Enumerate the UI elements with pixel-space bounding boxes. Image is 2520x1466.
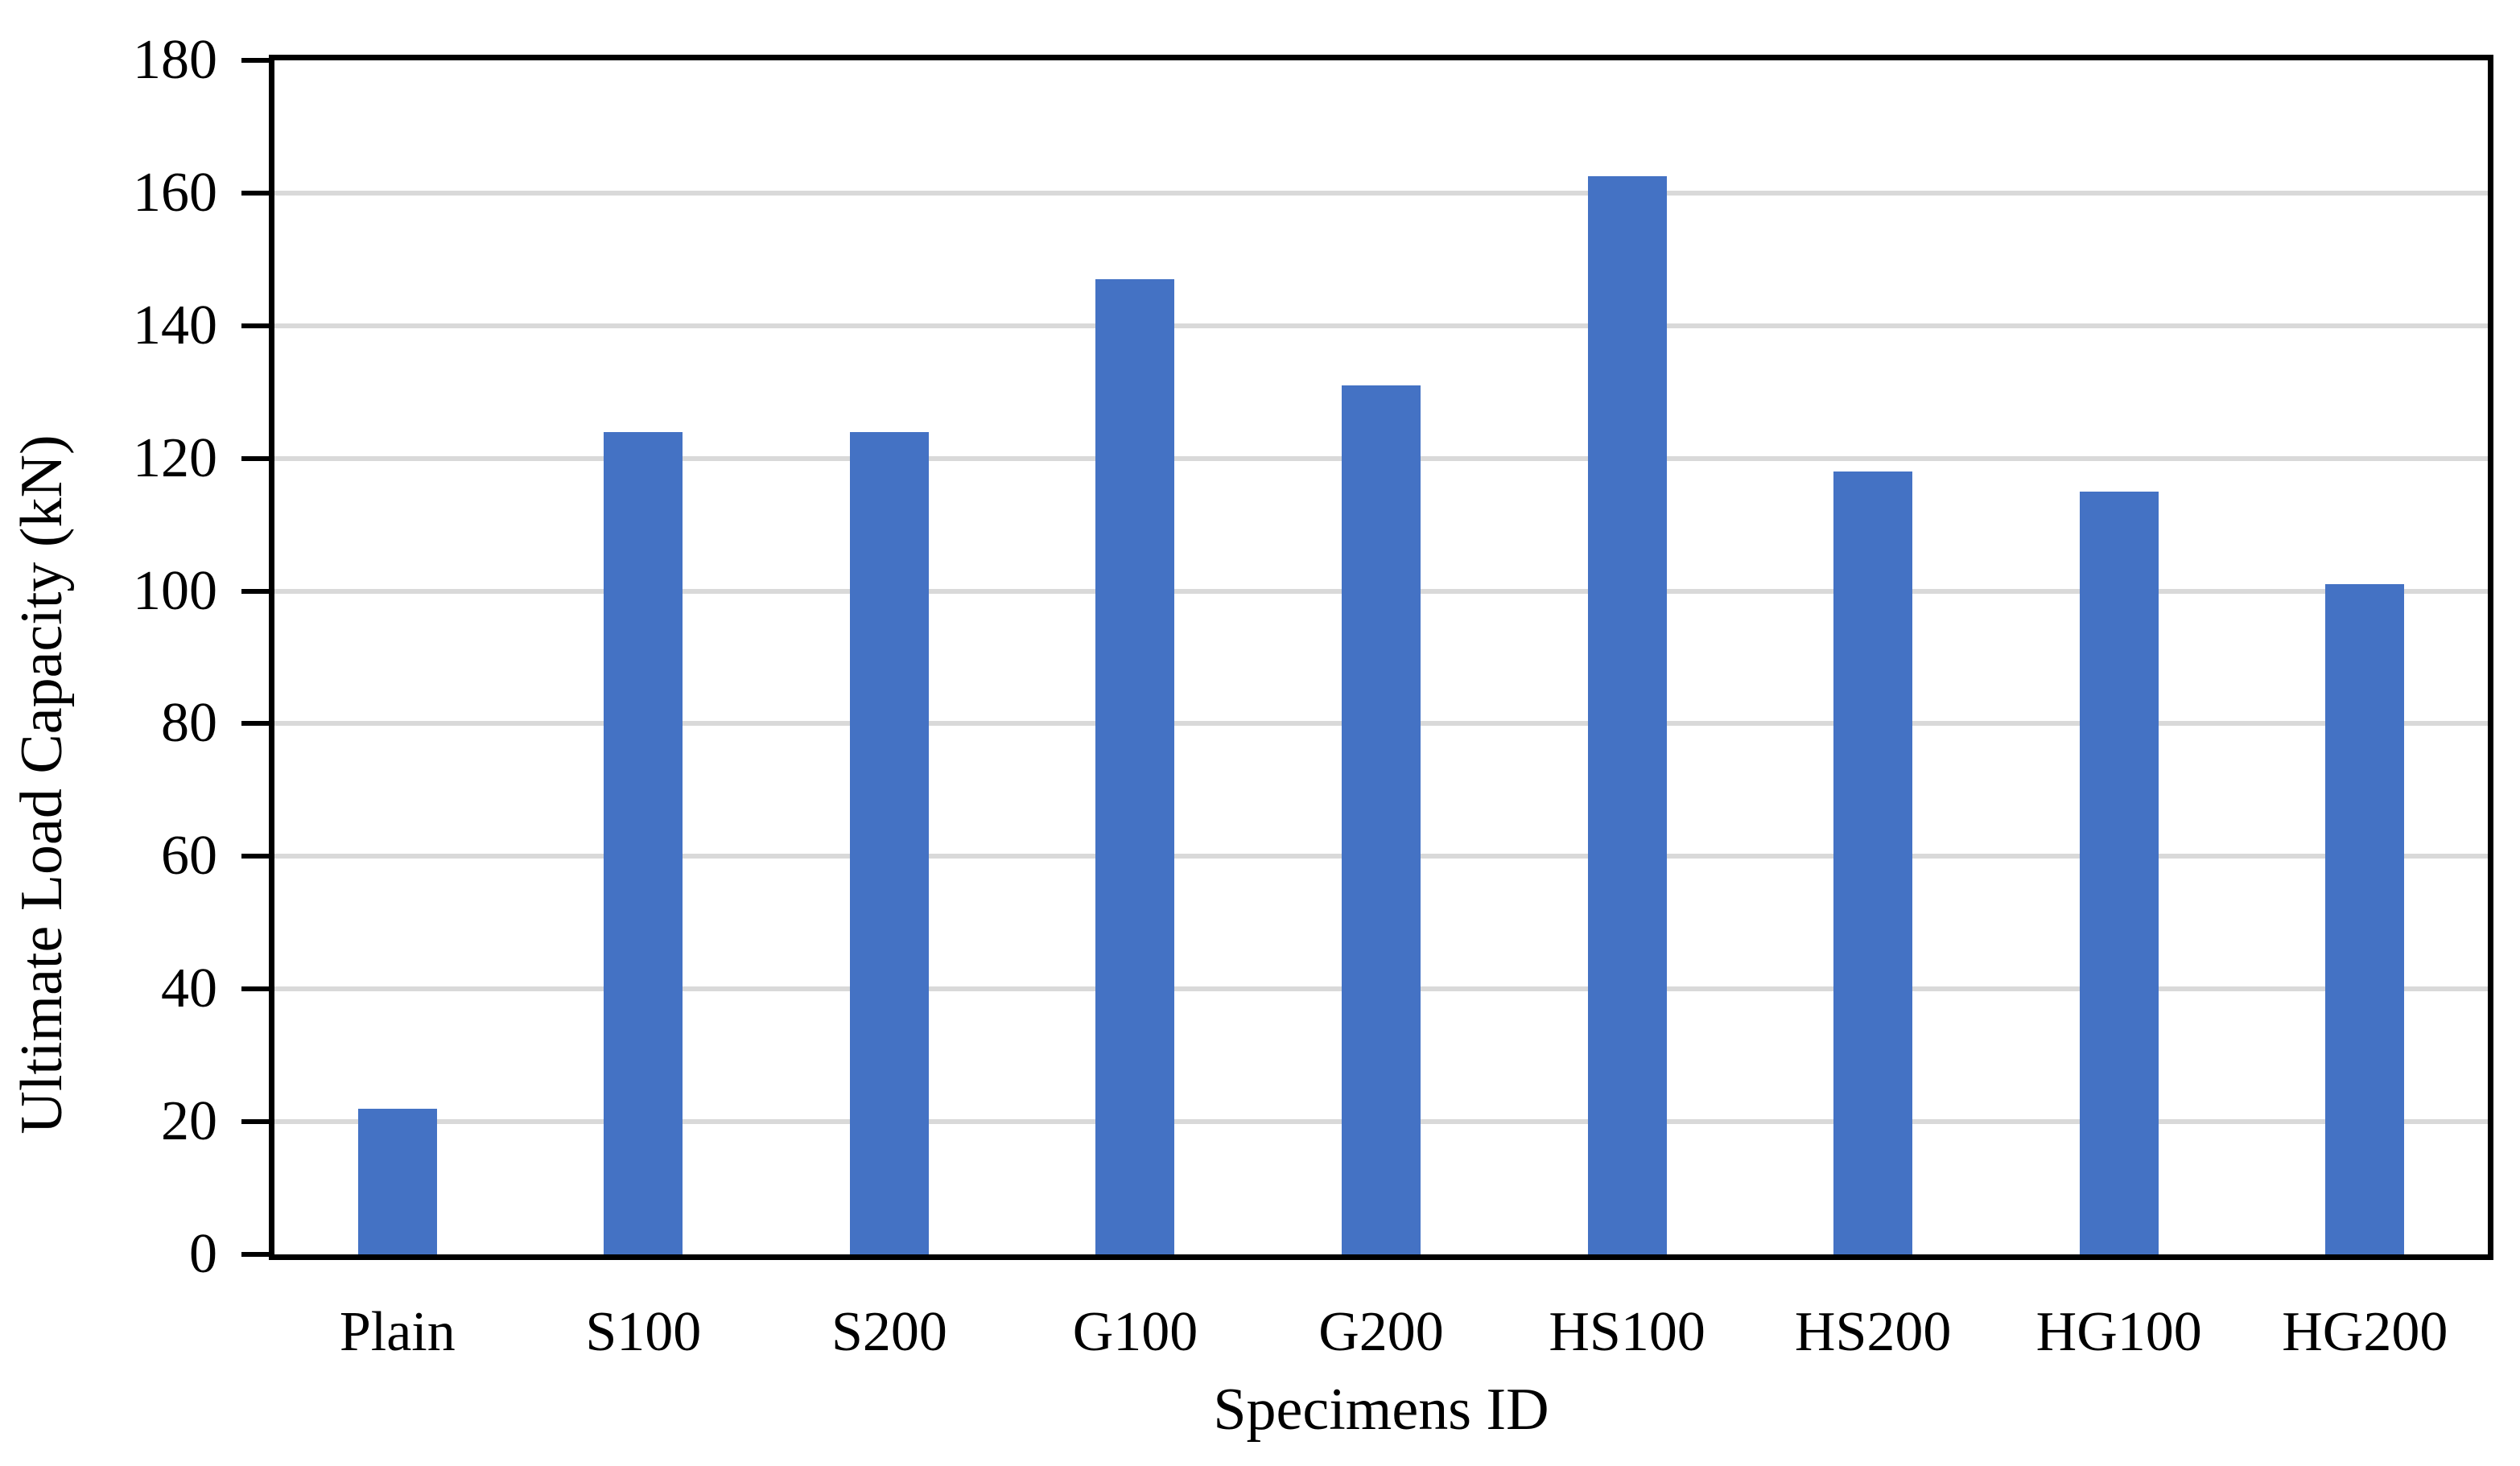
y-tick-0 bbox=[241, 1252, 269, 1257]
bar-HS100 bbox=[1587, 176, 1667, 1254]
bar-G200 bbox=[1342, 385, 1421, 1254]
x-category-label-HG100: HG100 bbox=[2035, 1301, 2202, 1363]
x-category-label-HS200: HS200 bbox=[1794, 1301, 1952, 1363]
y-tick-label-20: 20 bbox=[161, 1090, 217, 1153]
y-tick-label-180: 180 bbox=[133, 29, 217, 91]
y-tick-label-0: 0 bbox=[189, 1223, 217, 1285]
y-tick-label-120: 120 bbox=[133, 426, 217, 489]
bar-S200 bbox=[849, 431, 929, 1254]
y-tick-60 bbox=[241, 854, 269, 859]
y-tick-120 bbox=[241, 455, 269, 461]
y-tick-80 bbox=[241, 721, 269, 727]
x-category-label-Plain: Plain bbox=[339, 1301, 456, 1363]
bar-HS200 bbox=[1833, 472, 1913, 1254]
bar-S100 bbox=[604, 431, 683, 1254]
bar-Plain bbox=[357, 1108, 437, 1254]
bar-HG100 bbox=[2079, 491, 2159, 1254]
plot-area bbox=[269, 55, 2493, 1260]
gridline-160 bbox=[274, 190, 2488, 196]
x-category-label-S100: S100 bbox=[585, 1301, 702, 1363]
y-tick-40 bbox=[241, 986, 269, 992]
y-axis-title: Ultimate Load Capacity (kN) bbox=[9, 434, 75, 1135]
x-category-labels: Plain S100 S200 G100 G200 HS100 HS200 HG100 HG20… bbox=[274, 1302, 2488, 1363]
bar-HG200 bbox=[2325, 584, 2405, 1254]
y-tick-160 bbox=[241, 190, 269, 196]
y-tick-label-40: 40 bbox=[161, 957, 217, 1020]
x-category-label-G200: G200 bbox=[1318, 1301, 1444, 1363]
x-category-label-G100: G100 bbox=[1072, 1301, 1198, 1363]
x-category-label-HS100: HS100 bbox=[1549, 1301, 1705, 1363]
y-tick-label-160: 160 bbox=[133, 161, 217, 224]
bar-G100 bbox=[1095, 279, 1175, 1254]
y-tick-label-100: 100 bbox=[133, 559, 217, 622]
gridline-140 bbox=[274, 323, 2488, 328]
x-category-label-HG200: HG200 bbox=[2282, 1301, 2448, 1363]
y-tick-140 bbox=[241, 323, 269, 328]
x-category-label-S200: S200 bbox=[831, 1301, 947, 1363]
x-axis-title: Specimens ID bbox=[1213, 1377, 1549, 1443]
y-tick-label-60: 60 bbox=[161, 825, 217, 887]
y-tick-20 bbox=[241, 1119, 269, 1125]
y-tick-label-80: 80 bbox=[161, 692, 217, 755]
y-tick-180 bbox=[241, 58, 269, 63]
y-tick-100 bbox=[241, 588, 269, 594]
y-tick-label-140: 140 bbox=[133, 294, 217, 356]
